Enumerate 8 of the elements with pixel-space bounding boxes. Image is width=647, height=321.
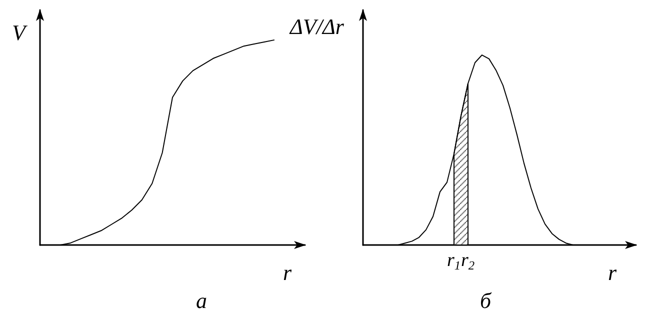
y-axis-title: V bbox=[12, 20, 26, 45]
x-tick-label: r$_{1}$ bbox=[447, 250, 461, 273]
y-axis-title: ΔV/Δr bbox=[290, 14, 344, 39]
x-axis-title: r bbox=[283, 260, 292, 285]
x-tick-label: r$_{2}$ bbox=[461, 250, 475, 273]
text: б bbox=[480, 288, 492, 313]
x-axis-title: r bbox=[608, 260, 617, 285]
text: а bbox=[196, 288, 207, 313]
